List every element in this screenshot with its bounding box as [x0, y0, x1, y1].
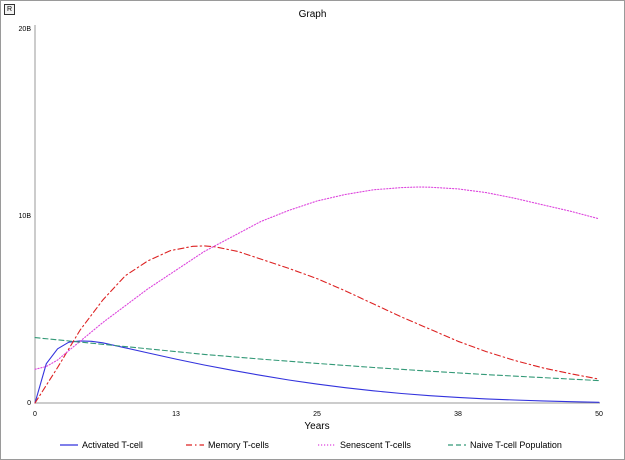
y-tick-label: 0: [27, 400, 31, 407]
y-tick-label: 20B: [19, 26, 32, 33]
legend-label: Naive T-cell Population: [470, 440, 562, 450]
window-corner-button[interactable]: R: [4, 4, 15, 15]
x-tick-label: 50: [595, 411, 603, 418]
legend-item-2: Memory T-cells: [186, 438, 269, 452]
legend-swatch: [318, 444, 336, 446]
y-tick-label: 10B: [19, 213, 32, 220]
x-tick-label: 0: [33, 411, 37, 418]
x-axis-label: Years: [304, 421, 329, 432]
legend-item-3: Senescent T-cells: [318, 438, 411, 452]
y-axis-ticks: 0 10B 20B: [19, 26, 32, 407]
series-line-2: [34, 245, 600, 404]
legend-item-1: Activated T-cell: [60, 438, 143, 452]
x-tick-label: 38: [454, 411, 462, 418]
x-tick-label: 13: [172, 411, 180, 418]
legend-swatch: [186, 444, 204, 446]
x-tick-label: 25: [313, 411, 321, 418]
series-layer: [34, 186, 600, 404]
series-line-3: [34, 186, 600, 370]
chart-title: Graph: [298, 9, 327, 20]
legend-swatch: [60, 444, 78, 446]
x-axis-ticks: 0 13 25 38 50: [33, 411, 603, 418]
legend-swatch: [448, 444, 466, 446]
chart-plot-area: 0 10B 20B 0 13 25 38 50 Years: [19, 25, 603, 432]
legend-item-4: Naive T-cell Population: [448, 438, 562, 452]
series-line-1: [34, 340, 600, 404]
chart-legend: Activated T-cell Memory T-cells Senescent …: [0, 438, 625, 452]
series-line-4: [34, 337, 600, 382]
legend-label: Memory T-cells: [208, 440, 269, 450]
legend-label: Activated T-cell: [82, 440, 143, 450]
legend-label: Senescent T-cells: [340, 440, 411, 450]
